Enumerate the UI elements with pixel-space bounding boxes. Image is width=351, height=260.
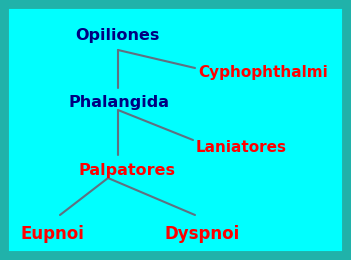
Text: Opiliones: Opiliones <box>75 28 159 43</box>
Text: Laniatores: Laniatores <box>196 140 287 155</box>
Text: Eupnoi: Eupnoi <box>20 225 84 243</box>
Text: Phalangida: Phalangida <box>68 95 169 110</box>
Text: Dyspnoi: Dyspnoi <box>165 225 240 243</box>
Text: Palpatores: Palpatores <box>78 163 175 178</box>
Text: Cyphophthalmi: Cyphophthalmi <box>198 65 328 80</box>
